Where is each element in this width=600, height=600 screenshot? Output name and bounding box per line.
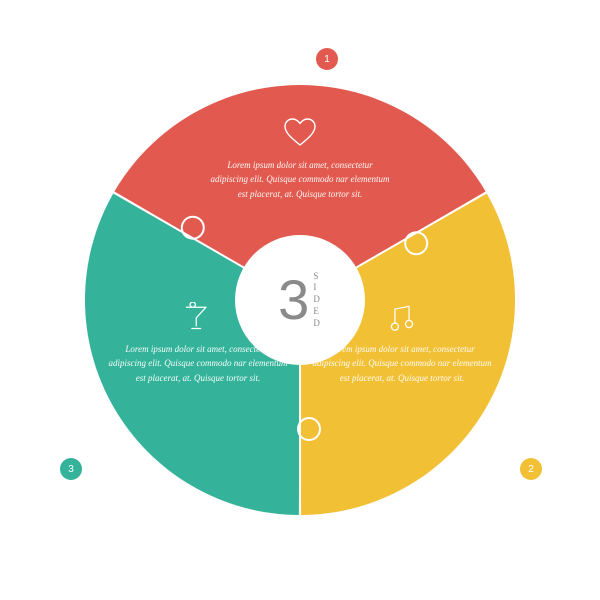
marker-3: 3 — [60, 458, 82, 480]
cocktail-icon — [183, 302, 213, 332]
segment-red-text: Lorem ipsum dolor sit amet, consectetur … — [210, 158, 390, 201]
segment-red-content: Lorem ipsum dolor sit amet, consectetur … — [210, 118, 390, 201]
heart-icon — [283, 118, 317, 148]
segment-teal-text: Lorem ipsum dolor sit amet, consectetur … — [108, 342, 288, 385]
marker-2: 2 — [520, 458, 542, 480]
marker-1: 1 — [316, 48, 338, 70]
music-icon — [387, 302, 417, 332]
segment-teal-content: Lorem ipsum dolor sit amet, consectetur … — [108, 302, 288, 385]
infographic-stage: 3 S I D E D Lorem ipsum dolor sit amet, … — [0, 0, 600, 600]
segment-yellow-content: Lorem ipsum dolor sit amet, consectetur … — [312, 302, 492, 385]
puzzle-knob — [299, 419, 319, 439]
segment-yellow-text: Lorem ipsum dolor sit amet, consectetur … — [312, 342, 492, 385]
